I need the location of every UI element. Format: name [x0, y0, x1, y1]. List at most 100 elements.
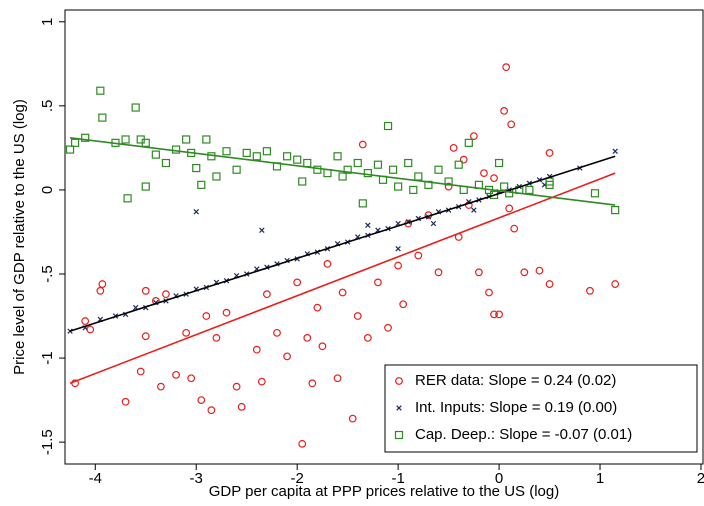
point: [259, 227, 265, 233]
point: [394, 182, 403, 191]
x-tick-label: -3: [190, 470, 203, 487]
point: [363, 169, 372, 178]
y-tick-label: .5: [39, 100, 56, 113]
point: [348, 414, 357, 423]
point: [96, 86, 105, 95]
point: [232, 382, 241, 391]
point: [121, 135, 130, 144]
point: [187, 374, 196, 383]
point: [454, 160, 463, 169]
point: [232, 165, 241, 174]
point: [141, 332, 150, 341]
point: [471, 207, 477, 213]
x-tick-label: 1: [596, 470, 604, 487]
point: [434, 268, 443, 277]
point: [202, 135, 211, 144]
point: [404, 158, 413, 168]
point: [298, 177, 307, 186]
y-tick-label: -.5: [39, 265, 56, 283]
point: [507, 120, 516, 129]
point: [222, 147, 231, 156]
point: [490, 310, 498, 319]
point: [212, 333, 221, 342]
point: [273, 328, 281, 337]
point: [409, 185, 418, 195]
point: [395, 246, 401, 252]
point: [121, 397, 130, 406]
point: [293, 278, 302, 287]
point: [81, 317, 90, 325]
point: [520, 268, 529, 277]
point: [293, 155, 302, 164]
point: [262, 290, 271, 299]
legend-marker: [394, 430, 404, 440]
point: [500, 182, 509, 191]
point: [252, 152, 261, 161]
y-axis-label: Price level of GDP relative to the US (l…: [11, 99, 28, 375]
point: [161, 158, 171, 168]
point: [449, 143, 458, 152]
point: [353, 158, 362, 168]
point: [500, 106, 509, 115]
point: [480, 169, 488, 178]
point: [434, 165, 443, 174]
point: [510, 224, 519, 233]
point: [365, 222, 371, 228]
point: [373, 160, 383, 169]
x-tick-label: 2: [697, 470, 704, 487]
point: [197, 396, 206, 405]
point: [545, 149, 554, 157]
point: [444, 182, 453, 191]
y-tick-label: -1.5: [39, 429, 56, 455]
point: [490, 174, 498, 183]
point: [489, 190, 499, 200]
point: [303, 333, 312, 342]
point: [182, 328, 191, 337]
point: [282, 152, 292, 161]
point: [237, 402, 246, 411]
plot-frame: [64, 9, 704, 465]
x-tick-label: -2: [291, 470, 304, 487]
point: [535, 266, 544, 275]
y-tick-label: -1: [39, 351, 56, 364]
point: [374, 278, 382, 287]
point: [505, 204, 514, 213]
x-axis-label: GDP per capita at PPP prices relative to…: [209, 483, 559, 500]
point: [136, 367, 145, 376]
point: [611, 205, 620, 215]
point: [98, 280, 107, 288]
point: [474, 268, 483, 277]
point: [157, 382, 165, 391]
point: [141, 182, 150, 191]
point: [414, 172, 423, 181]
point: [338, 172, 347, 181]
point: [363, 333, 372, 342]
legend-marker: [396, 405, 402, 411]
y-tick-label: 1: [39, 18, 56, 26]
point: [212, 172, 221, 181]
point: [485, 288, 493, 297]
point: [162, 290, 170, 299]
point: [313, 165, 322, 174]
point: [242, 148, 251, 158]
point: [141, 286, 150, 295]
legend-box: [384, 364, 698, 453]
point: [430, 220, 437, 227]
x-tick-label: -1: [391, 470, 404, 487]
point: [383, 121, 393, 131]
point: [123, 194, 132, 203]
point: [207, 406, 216, 415]
point: [333, 152, 342, 161]
point: [222, 308, 231, 317]
x-tick-label: -4: [89, 470, 102, 487]
point: [262, 147, 271, 156]
point: [358, 140, 367, 149]
point: [611, 280, 620, 288]
point: [171, 145, 181, 154]
point: [197, 180, 206, 189]
legend-marker: [395, 377, 403, 385]
legend-label: Int. Inputs: Slope = 0.19 (0.00): [415, 399, 617, 416]
point: [151, 150, 160, 159]
point: [545, 280, 554, 288]
